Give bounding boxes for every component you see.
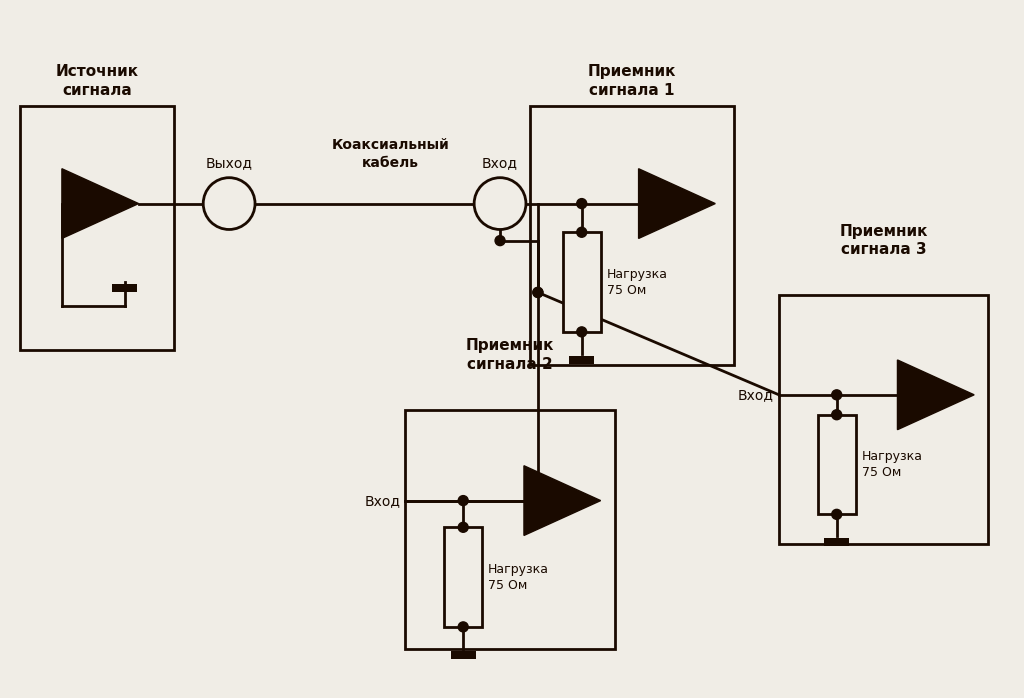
Polygon shape xyxy=(639,169,716,239)
Circle shape xyxy=(831,410,842,419)
Bar xyxy=(563,232,601,332)
Circle shape xyxy=(458,496,468,505)
Bar xyxy=(569,356,594,364)
Circle shape xyxy=(577,199,587,209)
Circle shape xyxy=(532,288,543,297)
Circle shape xyxy=(458,622,468,632)
Text: Выход: Выход xyxy=(206,156,253,170)
Circle shape xyxy=(831,510,842,519)
Polygon shape xyxy=(524,466,601,535)
Text: Вход: Вход xyxy=(365,493,400,507)
Polygon shape xyxy=(61,169,138,239)
Circle shape xyxy=(532,288,543,297)
Bar xyxy=(19,106,174,350)
Text: Нагрузка
75 Ом: Нагрузка 75 Ом xyxy=(861,450,923,479)
Circle shape xyxy=(532,496,543,505)
Text: Приемник
сигнала 3: Приемник сигнала 3 xyxy=(840,224,928,258)
Bar xyxy=(113,283,137,292)
Bar xyxy=(818,415,856,514)
Circle shape xyxy=(203,178,255,230)
Circle shape xyxy=(474,178,526,230)
Circle shape xyxy=(577,327,587,337)
Text: Коаксиальный
кабель: Коаксиальный кабель xyxy=(332,138,450,170)
Bar xyxy=(444,527,482,627)
Circle shape xyxy=(831,390,842,400)
Text: Приемник
сигнала 2: Приемник сигнала 2 xyxy=(466,339,554,372)
Text: Вход: Вход xyxy=(738,388,774,402)
Circle shape xyxy=(577,228,587,237)
Bar xyxy=(824,538,849,547)
Text: Источник
сигнала: Источник сигнала xyxy=(55,64,138,98)
Text: Вход: Вход xyxy=(482,156,518,170)
Text: Приемник
сигнала 1: Приемник сигнала 1 xyxy=(588,64,676,98)
Text: Нагрузка
75 Ом: Нагрузка 75 Ом xyxy=(488,563,549,592)
Polygon shape xyxy=(897,360,974,430)
Bar xyxy=(779,295,988,544)
Bar xyxy=(451,651,476,659)
Text: Нагрузка
75 Ом: Нагрузка 75 Ом xyxy=(606,267,668,297)
Circle shape xyxy=(458,522,468,533)
Bar xyxy=(530,106,734,365)
Bar xyxy=(406,410,614,649)
Circle shape xyxy=(495,236,505,246)
